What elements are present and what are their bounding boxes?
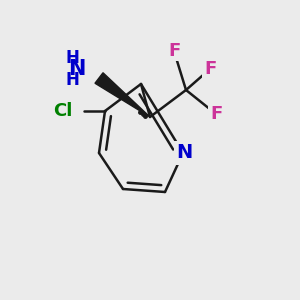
- Text: F: F: [210, 105, 222, 123]
- Text: H: H: [65, 50, 79, 68]
- Text: N: N: [176, 143, 193, 163]
- Text: F: F: [168, 42, 180, 60]
- Text: H: H: [65, 71, 79, 89]
- Text: N: N: [68, 59, 85, 79]
- Text: Cl: Cl: [53, 102, 73, 120]
- Text: F: F: [204, 60, 216, 78]
- Polygon shape: [95, 73, 150, 117]
